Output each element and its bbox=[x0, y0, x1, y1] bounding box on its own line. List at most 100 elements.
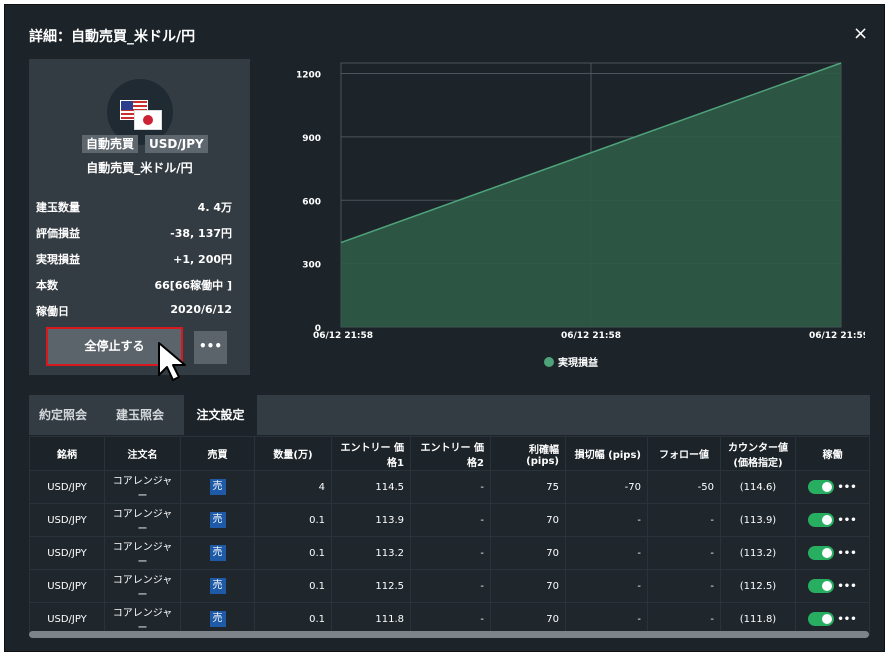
active-toggle[interactable] bbox=[808, 579, 835, 593]
stat-value: +1, 200円 bbox=[173, 253, 232, 266]
strategy-card: 自動売買 USD/JPY 自動売買_米ドル/円 建玉数量 4. 4万 評価損益 … bbox=[29, 59, 250, 375]
sell-badge: 売 bbox=[209, 512, 226, 528]
cell-take-profit: 70 bbox=[490, 536, 566, 570]
col-header-entry-price-1[interactable]: エントリー 価格1 bbox=[331, 436, 411, 471]
row-more-icon[interactable]: ••• bbox=[837, 514, 857, 526]
table-row[interactable]: USD/JPY コアレンジャー売 0.1 111.8-70- - (111.8) ••• bbox=[29, 602, 870, 636]
sell-badge: 売 bbox=[209, 578, 226, 594]
active-toggle[interactable] bbox=[808, 480, 835, 494]
cell-counter: (112.5) bbox=[720, 569, 796, 603]
active-toggle[interactable] bbox=[808, 513, 835, 527]
cell-entry-price-1: 112.5 bbox=[331, 569, 411, 603]
tab-positions[interactable]: 建玉照会 bbox=[116, 408, 165, 422]
cell-follow: - bbox=[647, 569, 721, 603]
tab-executions[interactable]: 約定照会 bbox=[39, 408, 88, 422]
col-header-take-profit[interactable]: 利確幅 (pips) bbox=[490, 436, 566, 471]
cell-follow: -50 bbox=[647, 470, 721, 504]
stat-label: 建玉数量 bbox=[36, 201, 80, 214]
cell-active: ••• bbox=[795, 470, 870, 504]
tab-bar: 約定照会 建玉照会 注文設定 bbox=[29, 395, 870, 435]
cell-entry-price-2: - bbox=[410, 470, 491, 504]
cell-active: ••• bbox=[795, 569, 870, 603]
cell-order-name: コアレンジャー bbox=[104, 602, 181, 636]
col-header-quantity[interactable]: 数量(万) bbox=[254, 436, 332, 471]
col-header-order-name[interactable]: 注文名 bbox=[104, 436, 181, 471]
realized-pl-chart: 0 300 600 900 1200 06/12 21:58 06/12 21:58 06/1… bbox=[296, 62, 865, 369]
stat-value: 4. 4万 bbox=[197, 201, 232, 214]
cell-symbol: USD/JPY bbox=[29, 470, 105, 504]
stat-unrealized-pl: 評価損益 -38, 137円 bbox=[36, 225, 232, 241]
col-header-follow[interactable]: フォロー値 bbox=[647, 436, 721, 471]
stat-label: 稼働日 bbox=[36, 305, 69, 318]
row-more-icon[interactable]: ••• bbox=[837, 481, 857, 493]
row-more-icon[interactable]: ••• bbox=[837, 580, 857, 592]
cell-take-profit: 70 bbox=[490, 602, 566, 636]
tab-order-settings[interactable]: 注文設定 bbox=[184, 395, 257, 435]
close-icon[interactable]: × bbox=[853, 23, 869, 44]
col-header-active[interactable]: 稼働 bbox=[795, 436, 870, 471]
cell-entry-price-2: - bbox=[410, 503, 491, 537]
y-tick-label: 300 bbox=[302, 261, 321, 271]
cell-active: ••• bbox=[795, 536, 870, 570]
table-row[interactable]: USD/JPY コアレンジャー売 0.1 112.5-70- - (112.5) ••• bbox=[29, 569, 870, 603]
cell-counter: (114.6) bbox=[720, 470, 796, 504]
x-tick-label: 06/12 21:59 bbox=[809, 331, 865, 341]
cell-side: 売 bbox=[180, 569, 255, 603]
legend-marker bbox=[544, 357, 554, 367]
cell-entry-price-2: - bbox=[410, 569, 491, 603]
cell-entry-price-1: 111.8 bbox=[331, 602, 411, 636]
stat-count: 本数 66[66稼働中 ] bbox=[36, 277, 232, 293]
cell-symbol: USD/JPY bbox=[29, 569, 105, 603]
cell-quantity: 0.1 bbox=[254, 602, 332, 636]
table-row[interactable]: USD/JPY コアレンジャー売 0.1 113.2-70- - (113.2) ••• bbox=[29, 536, 870, 570]
cell-stop-loss: - bbox=[565, 536, 648, 570]
cell-take-profit: 70 bbox=[490, 503, 566, 537]
cell-entry-price-1: 114.5 bbox=[331, 470, 411, 504]
stat-value: 66[66稼働中 ] bbox=[154, 279, 233, 292]
cell-follow: - bbox=[647, 602, 721, 636]
col-header-counter[interactable]: カウンター値 (価格指定) bbox=[720, 436, 796, 471]
cell-quantity: 0.1 bbox=[254, 569, 332, 603]
strategy-name: 自動売買_米ドル/円 bbox=[86, 161, 193, 175]
modal-title: 詳細：自動売買_米ドル/円 bbox=[29, 29, 196, 45]
cell-order-name: コアレンジャー bbox=[104, 470, 181, 504]
col-header-stop-loss[interactable]: 損切幅 (pips) bbox=[565, 436, 648, 471]
currency-flag-icon bbox=[107, 79, 173, 145]
cell-order-name: コアレンジャー bbox=[104, 569, 181, 603]
stat-label: 評価損益 bbox=[36, 227, 80, 240]
tag-auto-trade: 自動売買 bbox=[82, 135, 139, 153]
y-tick-label: 600 bbox=[302, 197, 321, 207]
stat-position-qty: 建玉数量 4. 4万 bbox=[36, 199, 232, 215]
horizontal-scrollbar[interactable] bbox=[29, 631, 869, 638]
series-line bbox=[340, 62, 842, 244]
table-row[interactable]: USD/JPY コアレンジャー売 0.1 113.9-70- - (113.9) ••• bbox=[29, 503, 870, 537]
cell-entry-price-2: - bbox=[410, 536, 491, 570]
tag-currency-pair: USD/JPY bbox=[145, 135, 208, 153]
stat-value: 2020/6/12 bbox=[170, 303, 232, 316]
legend-label: 実現損益 bbox=[558, 356, 598, 369]
y-tick-label: 1200 bbox=[296, 71, 321, 81]
cell-counter: (113.2) bbox=[720, 536, 796, 570]
sell-badge: 売 bbox=[209, 611, 226, 627]
row-more-icon[interactable]: ••• bbox=[837, 547, 857, 559]
col-header-side[interactable]: 売買 bbox=[180, 436, 255, 471]
cell-stop-loss: - bbox=[565, 503, 648, 537]
active-toggle[interactable] bbox=[808, 546, 835, 560]
cell-entry-price-1: 113.9 bbox=[331, 503, 411, 537]
row-more-icon[interactable]: ••• bbox=[837, 613, 857, 625]
cell-counter: (113.9) bbox=[720, 503, 796, 537]
x-tick-label: 06/12 21:58 bbox=[313, 331, 373, 341]
cell-entry-price-1: 113.2 bbox=[331, 536, 411, 570]
cell-quantity: 0.1 bbox=[254, 503, 332, 537]
table-row[interactable]: USD/JPY コアレンジャー 売 4 114.5-75 -70 -50 (114.6) ••• bbox=[29, 470, 870, 504]
active-toggle[interactable] bbox=[808, 612, 835, 626]
col-header-symbol[interactable]: 銘柄 bbox=[29, 436, 105, 471]
col-header-entry-price-2[interactable]: エントリー 価格2 bbox=[410, 436, 491, 471]
cell-take-profit: 75 bbox=[490, 470, 566, 504]
cell-side: 売 bbox=[180, 503, 255, 537]
sell-badge: 売 bbox=[209, 545, 226, 561]
x-tick-label: 06/12 21:58 bbox=[561, 331, 621, 341]
stat-realized-pl: 実現損益 +1, 200円 bbox=[36, 251, 232, 267]
cell-order-name: コアレンジャー bbox=[104, 536, 181, 570]
more-options-button[interactable]: ••• bbox=[194, 331, 227, 364]
